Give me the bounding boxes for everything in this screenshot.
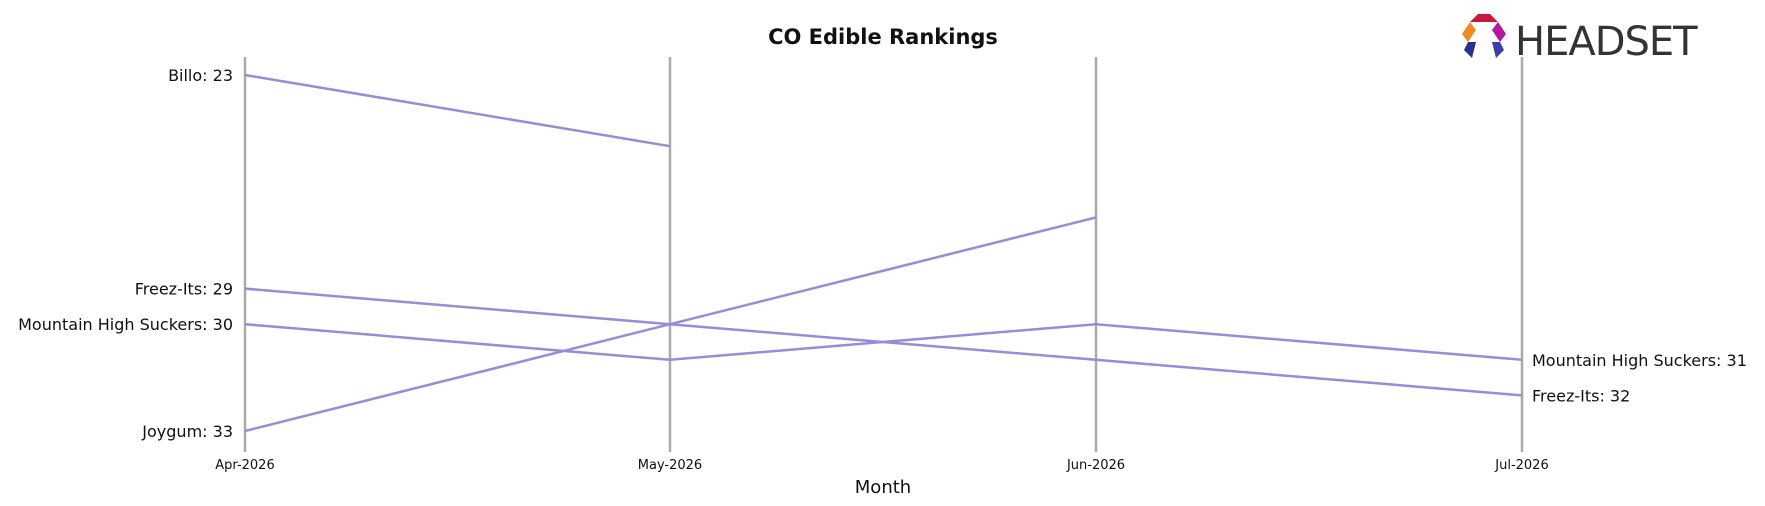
series-start-label: Billo: 23 [168, 66, 233, 85]
series-line [244, 322, 1523, 362]
headset-logo-icon [1462, 14, 1506, 58]
chart-title: CO Edible Rankings [768, 25, 998, 49]
x-tick-label: Apr-2026 [215, 458, 274, 473]
series-lines [244, 73, 1523, 433]
x-tick-label: Jul-2026 [1494, 458, 1548, 473]
x-tick-labels: Apr-2026 May-2026 Jun-2026 Jul-2026 [215, 458, 1548, 473]
series-labels: Billo: 23 Freez-Its: 29 Freez-Its: 32 Mount… [18, 66, 1747, 441]
headset-logo-text: HEADSET [1515, 19, 1698, 65]
x-tick-label: Jun-2026 [1066, 458, 1125, 473]
series-line [244, 216, 1097, 433]
series-line [244, 73, 671, 148]
series-end-label: Mountain High Suckers: 31 [1532, 351, 1747, 370]
series-start-label: Joygum: 33 [141, 422, 233, 441]
month-axes [243, 57, 1524, 452]
x-tick-label: May-2026 [638, 458, 702, 473]
series-end-label: Freez-Its: 32 [1532, 386, 1630, 405]
x-axis-label: Month [855, 477, 911, 498]
series-start-label: Mountain High Suckers: 30 [18, 315, 233, 334]
headset-logo: HEADSET [1462, 14, 1699, 65]
series-start-label: Freez-Its: 29 [135, 280, 233, 299]
